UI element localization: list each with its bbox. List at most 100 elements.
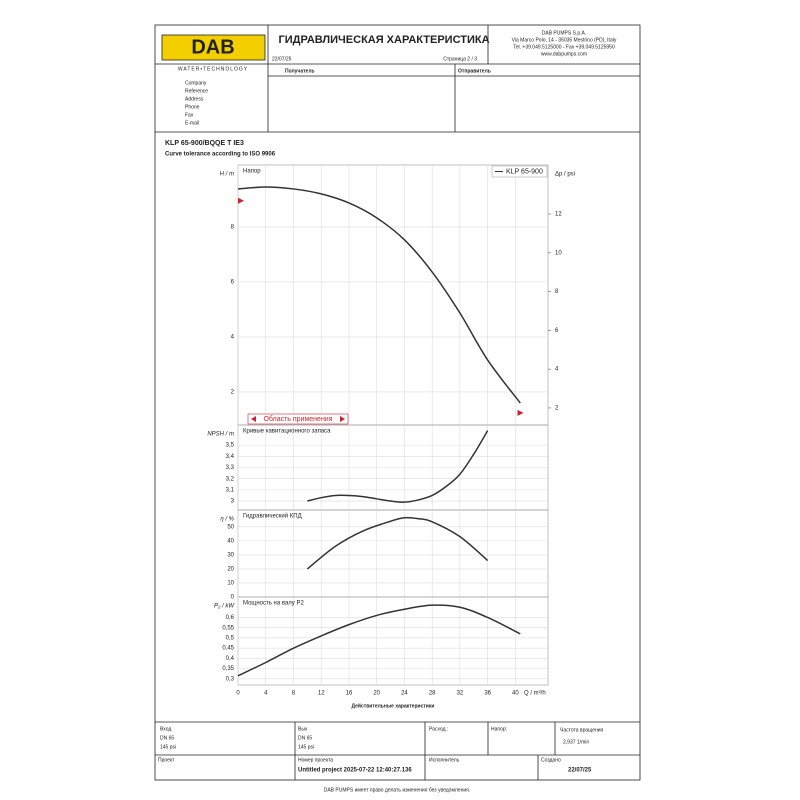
cell: Вых: [298, 726, 308, 732]
cell: Untitled project 2025-07-22 12:40:27.136: [298, 768, 412, 774]
cell: 145 psi: [298, 744, 314, 750]
cell: Расход :: [429, 726, 448, 732]
plot-area: [237, 596, 549, 686]
cell: Напор:: [491, 726, 507, 732]
cell: Исполнитель: [429, 757, 460, 763]
cell: 22/07/25: [568, 768, 592, 774]
y-tick-label: 6: [231, 280, 235, 286]
product-subtitle: Curve tolerance according to ISO 9906: [165, 152, 276, 158]
x-tick-label: 16: [346, 691, 353, 697]
field: E-mail: [185, 120, 199, 126]
y-label: P₂ / kW: [214, 604, 235, 610]
range-marker: [238, 197, 244, 204]
range-label: Область применения: [263, 415, 332, 423]
y-label: NPSH / m: [207, 432, 234, 438]
curve: [307, 430, 489, 503]
cell: Частота вращения: [560, 727, 604, 733]
panel-title: Напор: [243, 169, 261, 175]
y-tick-label: 3,4: [226, 454, 235, 460]
y-tick-label: 0,45: [222, 646, 234, 652]
y2-tick-label: 2: [555, 406, 559, 412]
curve: [306, 516, 489, 570]
panel-title: Кривые кавитационного запаса: [243, 429, 331, 435]
y-tick-label: 40: [227, 538, 234, 544]
y-tick-label: 3,2: [226, 476, 235, 482]
product-name: KLP 65-900/BQQE T IE3: [165, 140, 244, 147]
x-tick-label: 28: [429, 691, 436, 697]
x-tick-label: 20: [373, 691, 380, 697]
logo: DAB: [191, 36, 234, 58]
y-tick-label: 3,1: [226, 487, 235, 493]
logo-box: [161, 34, 266, 61]
x-tick-label: 4: [264, 691, 268, 697]
cell: DN 65: [298, 735, 312, 741]
company-line: www.dabpumps.com: [541, 51, 587, 57]
y2-tick-label: 10: [555, 250, 562, 256]
cell: Создано: [541, 757, 561, 763]
y-tick-label: 3: [231, 499, 235, 505]
y-tick-label: 0,6: [226, 615, 235, 621]
cell: Проект: [158, 757, 175, 763]
y-tick-label: 50: [227, 524, 234, 530]
curve: [237, 186, 521, 404]
y-tick-label: 4: [231, 335, 235, 341]
x-tick-label: 36: [484, 691, 491, 697]
x-tick-label: 32: [457, 691, 464, 697]
recipient: Получатель: [285, 68, 315, 74]
page-number: Страница 2 / 3: [443, 56, 477, 62]
plot-area: [237, 509, 549, 598]
y-tick-label: 0,4: [226, 656, 235, 662]
range-marker: [517, 409, 524, 416]
doc-title: ГИДРАВЛИЧЕСКАЯ ХАРАКТЕРИСТИКА: [278, 34, 489, 46]
panel-title: Гидравлический КПД: [243, 513, 302, 520]
x-tick-label: 40: [512, 691, 519, 697]
y-label: η / %: [220, 517, 234, 523]
y2-tick-label: 8: [555, 289, 559, 295]
legend-label: KLP 65-900: [506, 168, 543, 175]
field: Reference: [185, 88, 208, 94]
x-label: Q / m³/h: [524, 691, 546, 697]
cell: 145 psi: [160, 744, 176, 750]
cell: DN 65: [160, 735, 174, 741]
x-tick-label: 12: [318, 691, 325, 697]
panel-title: Мощность на валу P2: [243, 601, 304, 607]
tagline: WATER•TECHNOLOGY: [178, 66, 248, 72]
date: 22/07/25: [272, 56, 292, 62]
y-tick-label: 8: [231, 224, 235, 230]
cell: 2,937 1/min: [563, 739, 589, 745]
curve: [237, 604, 521, 677]
y-tick-label: 20: [227, 567, 234, 573]
footer-note: DAB PUMPS имеет право делать изменения б…: [324, 787, 471, 793]
x-tick-label: 8: [292, 691, 296, 697]
field: Phone: [185, 104, 200, 110]
cell: Номер проекта: [298, 757, 333, 763]
y2-label: Δp / psi: [555, 172, 575, 178]
y-tick-label: 2: [231, 390, 235, 396]
legend-box: [491, 165, 548, 178]
range-box: [247, 413, 349, 425]
page-frame: [154, 24, 641, 781]
company-line: Tel. +39.049.5125000 - Fax +39.049.51259…: [513, 44, 615, 50]
field: Fax: [185, 112, 194, 118]
y-tick-label: 3,3: [226, 465, 235, 471]
x-tick-label: 24: [401, 691, 408, 697]
chart-caption: Действительные характеристики: [352, 702, 435, 709]
cell: Вход: [160, 726, 171, 732]
y-tick-label: 0,3: [226, 676, 235, 682]
y2-tick-label: 12: [555, 212, 562, 218]
field: Company: [185, 80, 207, 86]
y-tick-label: 0,55: [222, 625, 234, 631]
y-tick-label: 10: [227, 581, 234, 587]
y2-tick-label: 4: [555, 367, 559, 373]
y-label: H / m: [220, 172, 234, 178]
y-tick-label: 30: [227, 552, 234, 558]
footer-table: Вход DN 65 145 psi Вых DN 65 145 psi Рас…: [155, 721, 640, 780]
company-line: DAB PUMPS S.p.A.: [542, 30, 586, 36]
y-tick-label: 3,5: [226, 443, 235, 449]
y-tick-label: 0,5: [226, 636, 235, 642]
field: Address: [185, 96, 204, 102]
y2-tick-label: 6: [555, 328, 559, 334]
company-line: Via Marco Polo, 14 - 35035 Mestrino (PD)…: [512, 37, 617, 43]
x-tick-label: 0: [236, 691, 240, 697]
